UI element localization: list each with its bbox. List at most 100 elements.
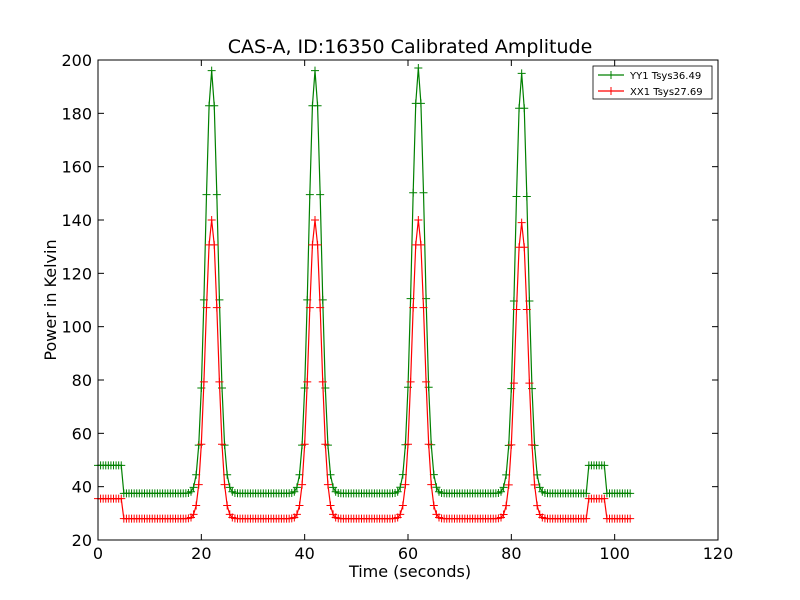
y-tick-label: 120 [61, 264, 92, 283]
data-point [316, 190, 325, 199]
data-point [525, 379, 534, 388]
y-tick-label: 100 [61, 318, 92, 337]
y-tick-label: 140 [61, 211, 92, 230]
data-point [323, 480, 332, 489]
data-point [329, 483, 338, 492]
data-point [225, 483, 234, 492]
data-point [311, 66, 319, 75]
y-tick-label: 20 [72, 531, 92, 550]
data-point [600, 494, 609, 503]
data-point [199, 377, 208, 386]
data-point [393, 487, 402, 496]
data-point [422, 377, 431, 386]
data-point [535, 483, 544, 492]
y-tick-label: 60 [72, 424, 92, 443]
data-point [522, 305, 531, 314]
y-axis-label: Power in Kelvin [41, 239, 60, 360]
data-point [401, 480, 410, 489]
data-point [207, 216, 216, 224]
data-point [409, 188, 418, 197]
data-point [305, 303, 314, 312]
data-point [520, 104, 529, 113]
x-tick-label: 60 [398, 544, 418, 563]
y-tick-label: 200 [61, 51, 92, 70]
legend-marker [607, 87, 615, 95]
data-point [292, 483, 301, 492]
data-point [311, 216, 319, 224]
data-point [396, 483, 405, 492]
data-point [416, 99, 425, 108]
data-point [117, 461, 126, 470]
data-point [210, 240, 219, 249]
data-point [582, 514, 591, 523]
data-point [295, 501, 304, 510]
legend: YY1 Tsys36.49 XX1 Tsys27.69 [592, 65, 713, 100]
data-point [326, 501, 335, 510]
data-point [504, 480, 513, 489]
data-point [419, 303, 428, 312]
data-point [414, 216, 423, 224]
data-point [202, 303, 211, 312]
data-point [424, 440, 433, 449]
data-point [189, 483, 198, 492]
data-point [398, 501, 407, 510]
data-point [316, 303, 325, 312]
data-point [416, 240, 425, 249]
data-point [517, 218, 526, 227]
data-point [432, 483, 441, 492]
data-point [212, 303, 221, 312]
x-tick-label: 120 [703, 544, 734, 563]
data-point [194, 480, 203, 489]
y-tick-label: 160 [61, 158, 92, 177]
legend-entries: YY1 Tsys36.49 XX1 Tsys27.69 [598, 71, 703, 98]
data-point [292, 510, 301, 519]
data-point [202, 190, 211, 199]
y-tick-label: 180 [61, 104, 92, 123]
data-point [517, 69, 526, 78]
y-tick-label: 40 [72, 478, 92, 497]
data-point [497, 487, 505, 496]
data-point [499, 510, 508, 519]
data-point [197, 440, 206, 449]
ticks-layer: 0 20 40 60 80 100 1202040608010012014016018020… [61, 51, 733, 563]
data-point [212, 190, 221, 199]
data-point [429, 501, 438, 510]
data-point [530, 480, 539, 489]
x-tick-label: 80 [501, 544, 521, 563]
x-tick-label: 20 [191, 544, 211, 563]
data-point [207, 66, 216, 75]
data-point [300, 440, 309, 449]
data-point [220, 480, 229, 489]
data-point [419, 188, 428, 197]
data-point [318, 377, 327, 386]
series-markers-0 [94, 64, 635, 498]
data-point [507, 440, 516, 449]
legend-label: XX1 Tsys27.69 [630, 87, 703, 98]
x-axis-label: Time (seconds) [348, 562, 471, 581]
data-point [427, 480, 436, 489]
data-point [290, 487, 299, 496]
chart-title: CAS-A, ID:16350 Calibrated Amplitude [228, 36, 593, 58]
data-point [313, 240, 322, 249]
data-point [600, 461, 609, 470]
data-point [509, 379, 518, 388]
data-point [522, 192, 531, 201]
data-point [187, 487, 195, 496]
data-point [502, 501, 511, 510]
series-markers-1 [94, 216, 635, 523]
data-point [223, 501, 232, 510]
data-point [305, 190, 314, 199]
data-point [528, 440, 536, 449]
data-point [321, 440, 330, 449]
data-point [210, 101, 219, 110]
data-point [218, 440, 226, 449]
x-tick-label: 40 [294, 544, 314, 563]
y-tick-label: 80 [72, 371, 92, 390]
series-layer [94, 64, 635, 523]
x-tick-label: 0 [93, 544, 103, 563]
data-point [189, 510, 198, 519]
data-point [192, 501, 201, 510]
legend-label: YY1 Tsys36.49 [629, 71, 701, 82]
